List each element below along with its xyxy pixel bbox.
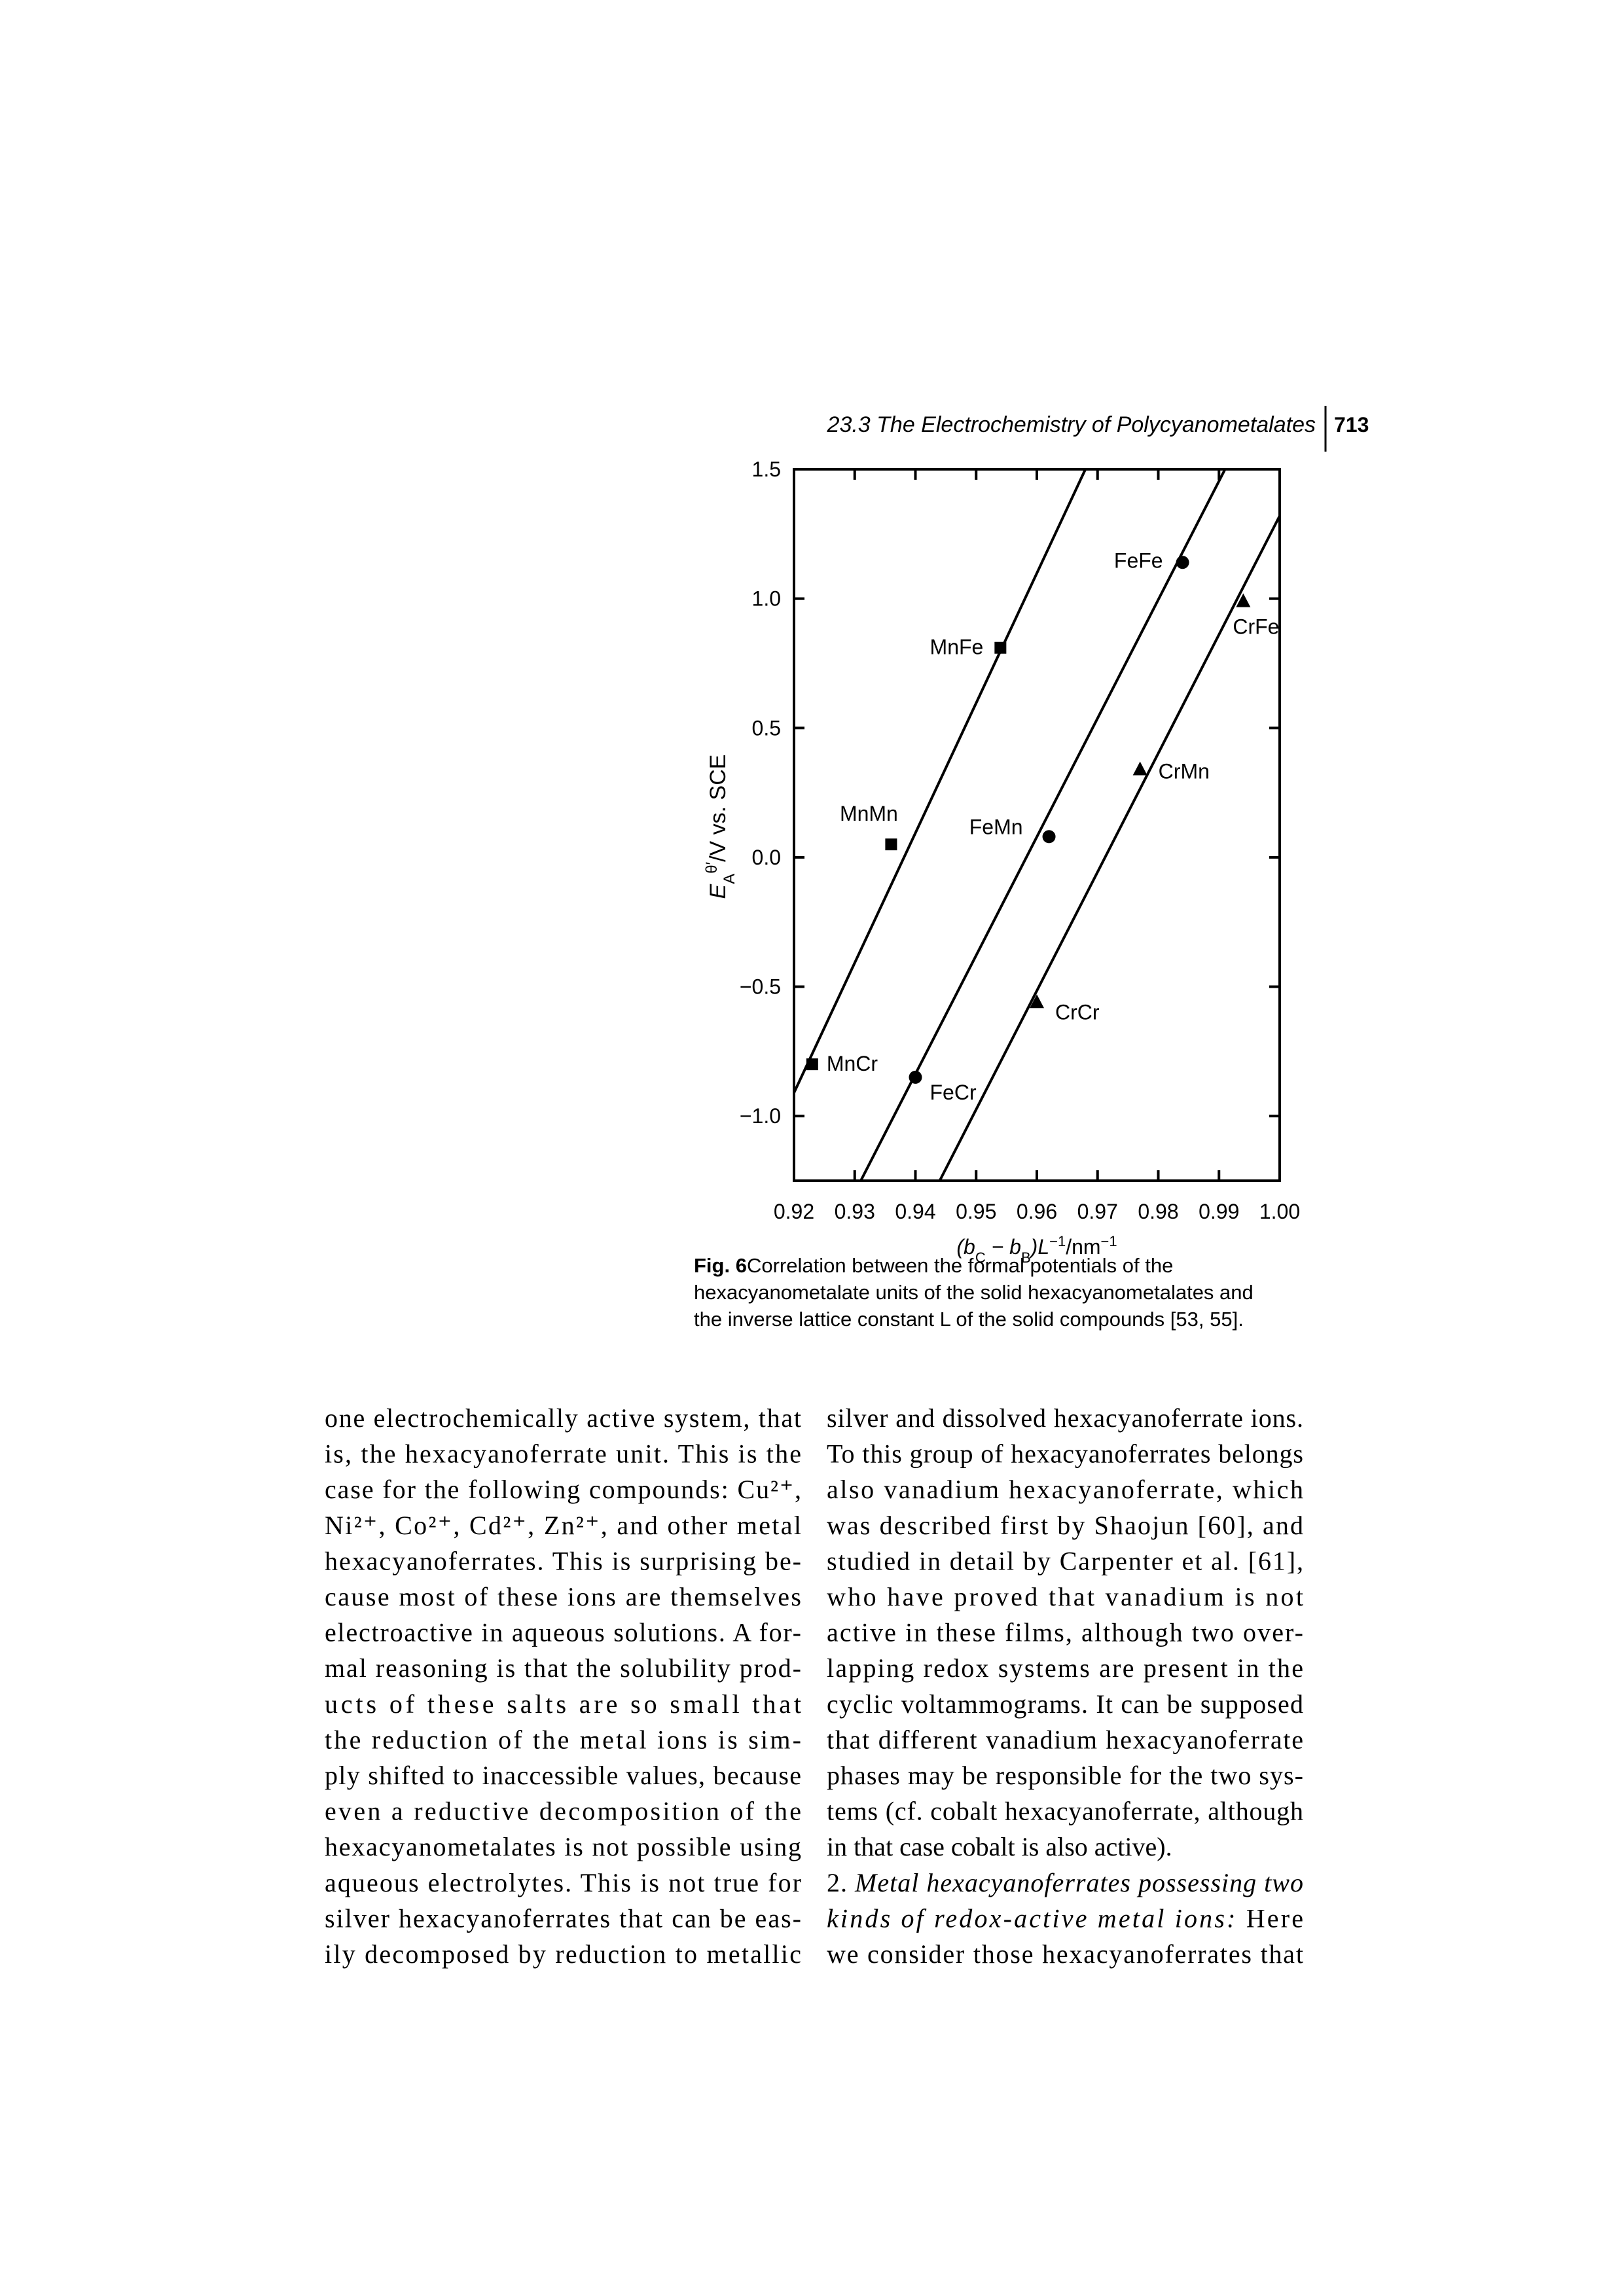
data-point [885,838,897,851]
y-tick-label: 1.5 [752,457,781,481]
body-line: mal reasoning is that the solubility pro… [325,1653,801,1683]
point-label: CrMn [1159,760,1210,783]
body-line: cyclic voltammograms. It can be supposed [827,1689,1303,1719]
caption-line: Fig. 6Correlation between the formal pot… [694,1254,1173,1277]
point-label: FeCr [930,1081,977,1104]
x-tick-label: 0.93 [835,1200,875,1223]
y-axis-label: EAθ′/V vs. SCE [703,755,738,899]
y-axis-label-part: θ′ [703,861,721,873]
point-label: MnMn [840,802,898,825]
body-line: hexacyanometalates is not possible using [325,1832,801,1861]
body-line: the reduction of the metal ions is sim- [325,1725,801,1754]
x-tick-label: 0.95 [956,1200,996,1223]
point-label: FeMn [969,815,1023,838]
x-axis-label-part: − b [986,1235,1021,1259]
x-axis-label-part: /nm [1066,1235,1100,1259]
x-axis-label-part: −1 [1049,1233,1066,1249]
caption-text: the inverse lattice constant L of the so… [694,1308,1244,1331]
body-line: 2. Metal hexacyanoferrates possessing tw… [827,1868,1303,1897]
x-axis-label-part: −1 [1101,1233,1117,1249]
body-segment: 2. [827,1868,854,1897]
data-point [1236,593,1251,607]
body-line: Ni²⁺, Co²⁺, Cd²⁺, Zn²⁺, and other metal [325,1511,801,1540]
y-tick-label: −1.0 [740,1104,781,1128]
body-line: lapping redox systems are present in the [827,1653,1303,1683]
x-tick-label: 0.92 [774,1200,814,1223]
data-point [806,1058,818,1071]
body-line: kinds of redox-active metal ions: Here [827,1903,1303,1933]
body-line: we consider those hexacyanoferrates that [827,1939,1303,1969]
x-tick-label: 1.00 [1259,1200,1300,1223]
y-axis-label-part: E [706,884,731,899]
x-tick-label: 0.96 [1017,1200,1057,1223]
x-tick-label: 0.94 [895,1200,935,1223]
y-tick-label: 0.5 [752,716,781,740]
data-point [1042,830,1056,844]
body-line: ily decomposed by reduction to metallic [325,1939,801,1969]
x-axis-label-part: (b [956,1235,975,1259]
fit-line [859,469,1227,1181]
caption-line: the inverse lattice constant L of the so… [694,1308,1244,1331]
point-label: MnFe [930,636,984,659]
body-segment: Metal hexacyanoferrates possessing two [854,1868,1303,1897]
x-axis-label-part: B [1021,1249,1031,1266]
data-point [994,641,1007,654]
data-point [909,1070,922,1084]
data-point [1176,556,1189,569]
point-label: FeFe [1114,548,1163,572]
body-line: case for the following compounds: Cu²⁺, [325,1475,801,1504]
y-axis-label-part: /V vs. SCE [706,755,731,862]
caption-text: hexacyanometalate units of the solid hex… [694,1281,1254,1304]
x-axis-label-part: C [975,1249,986,1266]
caption-label: Fig. 6 [694,1254,747,1277]
body-line: that different vanadium hexacyanoferrate [827,1725,1303,1754]
body-line: ply shifted to inaccessible values, beca… [325,1761,801,1790]
body-line: silver hexacyanoferrates that can be eas… [325,1903,801,1933]
fit-line [938,515,1281,1181]
body-line: in that case cobalt is also active). [827,1832,1172,1861]
body-line: tems (cf. cobalt hexacyanoferrate, altho… [827,1797,1303,1826]
body-line: even a reductive decomposition of the [325,1797,801,1826]
body-segment: kinds of redox-active metal ions: [827,1903,1235,1933]
chart: 0.92 0.93 0.94 0.95 0.96 0.97 0.98 0.99 1.00 1.5 1… [703,457,1301,1266]
caption-line: hexacyanometalate units of the solid hex… [694,1281,1254,1304]
data-point [1030,994,1044,1009]
body-line: also vanadium hexacyanoferrate, which [827,1475,1303,1504]
body-line: hexacyanoferrates. This is surprising be… [325,1546,801,1575]
fit-line [793,469,1087,1094]
x-tick-label: 0.99 [1199,1200,1239,1223]
point-label: MnCr [827,1052,878,1075]
point-label: CrCr [1055,1000,1100,1024]
x-tick-label: 0.98 [1138,1200,1178,1223]
body-line: one electrochemically active system, tha… [325,1403,801,1433]
body-line: was described first by Shaojun [60], and [827,1511,1303,1540]
body-line: who have proved that vanadium is not [827,1582,1303,1611]
body-line: active in these films, although two over… [827,1618,1303,1647]
page-number: 713 [1334,413,1369,437]
body-line: aqueous electrolytes. This is not true f… [325,1868,801,1897]
body-line: To this group of hexacyanoferrates belon… [827,1439,1303,1469]
y-axis-label-part: A [721,874,738,884]
body-line: cause most of these ions are themselves [325,1582,801,1611]
caption-text: Correlation between the formal potential… [747,1254,1173,1277]
body-line: electroactive in aqueous solutions. A fo… [325,1618,801,1647]
running-head: 23.3 The Electrochemistry of Polycyanome… [827,412,1316,437]
x-tick-label: 0.97 [1077,1200,1118,1223]
y-tick-label: 0.0 [752,846,781,869]
body-line: phases may be responsible for the two sy… [827,1761,1303,1790]
y-tick-label: −0.5 [740,975,781,999]
data-point [1132,761,1147,776]
y-tick-label: 1.0 [752,587,781,611]
x-axis-label-part: )L [1028,1235,1049,1259]
x-axis-label: (bC − bB)L−1/nm−1 [956,1233,1117,1266]
body-segment: Here [1238,1903,1303,1933]
body-line: studied in detail by Carpenter et al. [6… [827,1546,1303,1575]
body-line: silver and dissolved hexacyanoferrate io… [827,1403,1303,1433]
point-label: CrFe [1233,615,1279,639]
